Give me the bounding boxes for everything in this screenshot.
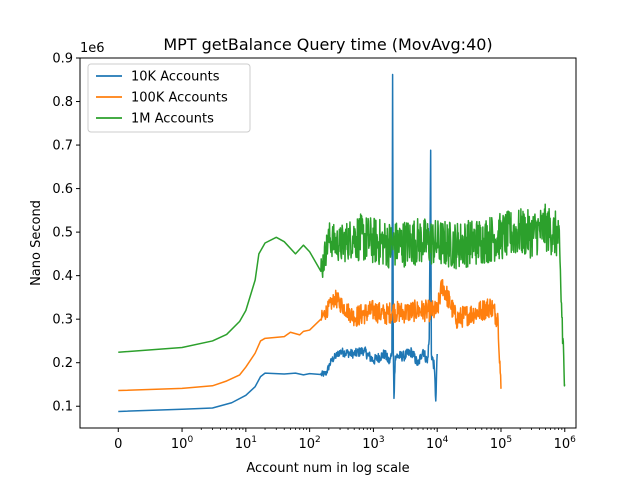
x-tick-exponent-5: 4 <box>443 435 449 445</box>
x-tick-exponent-1: 0 <box>187 435 193 445</box>
y-tick-label-4: 0.5 <box>52 226 73 241</box>
x-tick-label-0: 0 <box>114 437 122 452</box>
y-axis-title: Nano Second <box>29 200 44 286</box>
legend: 10K Accounts 100K Accounts 1M Accounts <box>87 63 251 133</box>
y-tick-label-3: 0.4 <box>52 269 73 284</box>
x-tick-exponent-3: 2 <box>315 435 321 445</box>
x-tick-exponent-6: 5 <box>506 435 512 445</box>
plot-frame <box>79 57 577 429</box>
series-layer <box>118 73 566 413</box>
x-tick-exponent-4: 3 <box>379 435 385 445</box>
y-axis: 0.1 0.2 0.3 0.4 0.5 0.6 0.7 0.8 0.9 <box>52 52 80 415</box>
legend-box <box>87 63 251 133</box>
y-offset-label: 1e6 <box>80 41 105 56</box>
y-tick-label-1: 0.2 <box>52 356 73 371</box>
y-tick-label-0: 0.1 <box>52 400 73 415</box>
y-tick-label-2: 0.3 <box>52 313 73 328</box>
x-axis-title: Account num in log scale <box>246 461 409 476</box>
y-tick-label-8: 0.9 <box>52 52 73 67</box>
chart-title: MPT getBalance Query time (MovAvg:40) <box>163 35 492 54</box>
x-tick-exponent-7: 6 <box>570 435 576 445</box>
x-tick-exponent-2: 1 <box>251 435 257 445</box>
y-tick-label-6: 0.7 <box>52 139 73 154</box>
legend-label-1: 10K Accounts <box>131 70 220 85</box>
series-line-3 <box>118 203 566 387</box>
legend-label-2: 100K Accounts <box>131 91 228 106</box>
series-line-2 <box>118 279 502 392</box>
legend-label-3: 1M Accounts <box>131 112 214 127</box>
y-tick-label-5: 0.6 <box>52 182 73 197</box>
series-line-1 <box>118 73 438 413</box>
y-tick-label-7: 0.8 <box>52 95 73 110</box>
